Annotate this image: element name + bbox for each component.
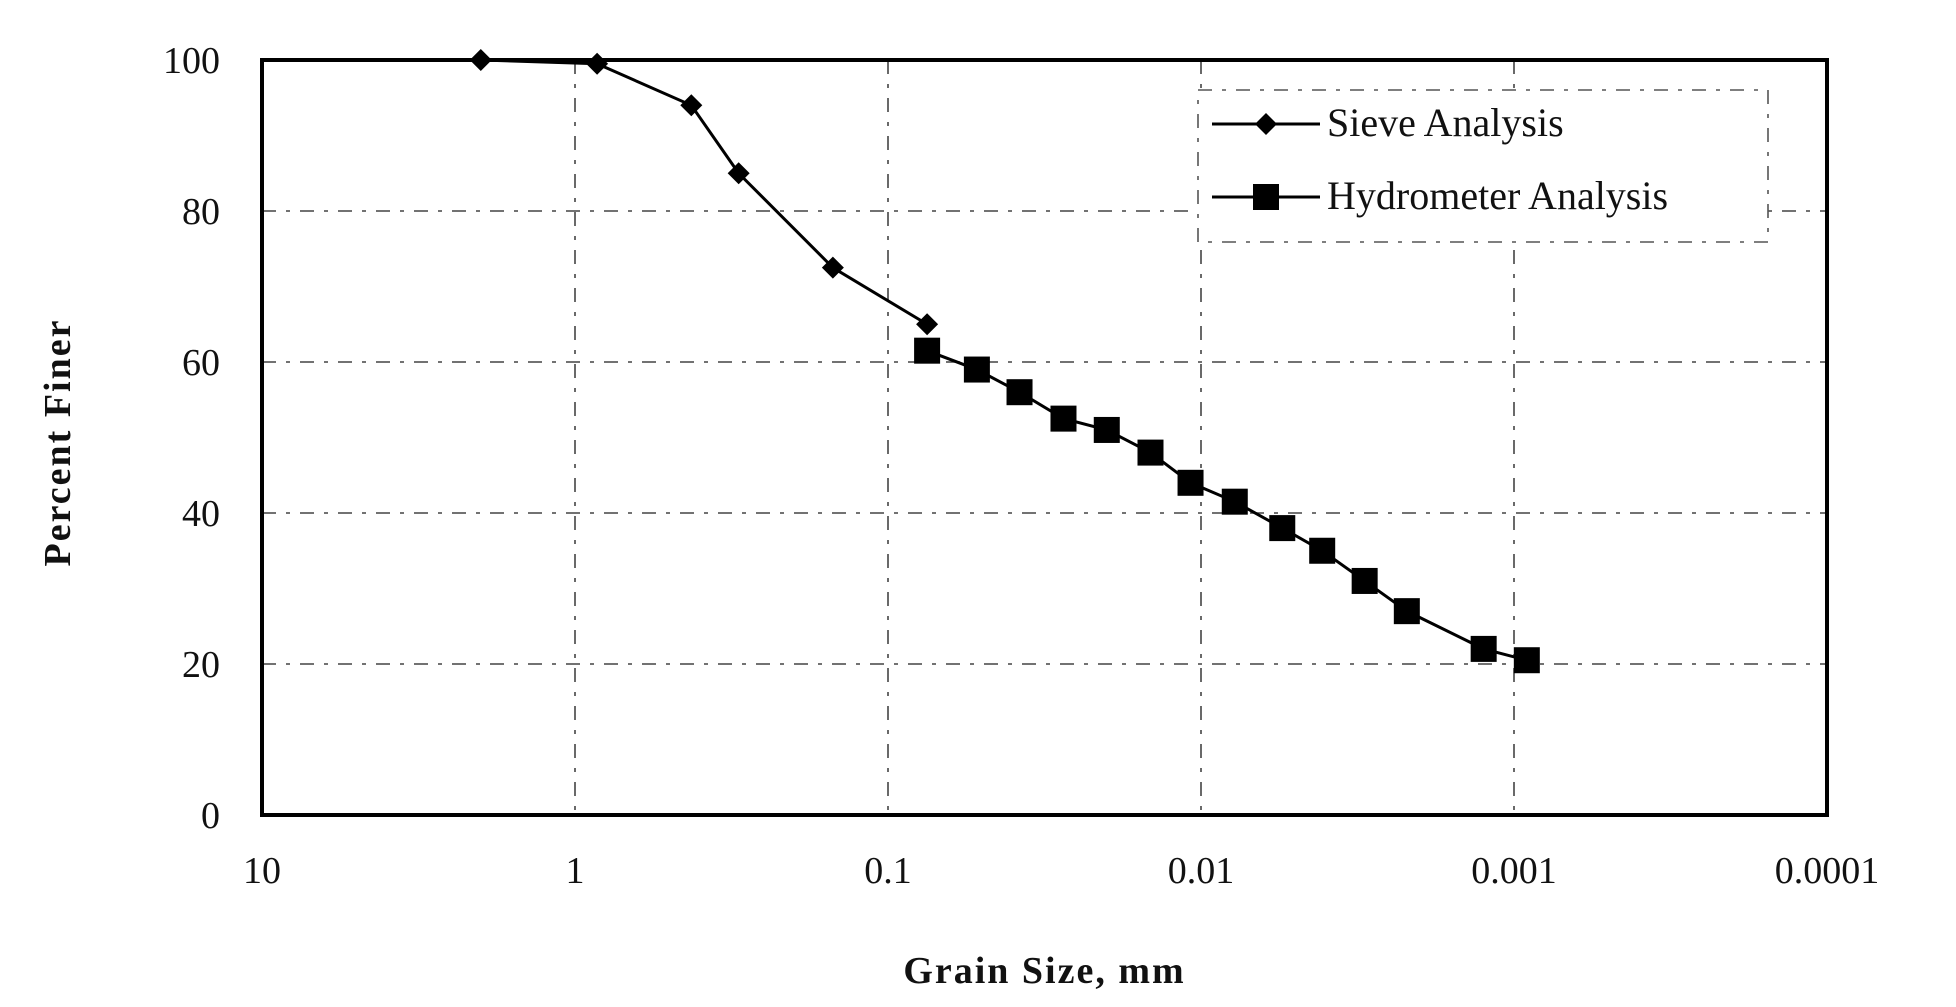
y-tick-label: 80 bbox=[182, 191, 220, 233]
y-tick-label: 100 bbox=[163, 40, 220, 82]
square-data-point bbox=[914, 337, 941, 364]
diamond-data-point bbox=[680, 94, 703, 117]
diamond-data-point bbox=[586, 52, 609, 75]
square-data-point bbox=[1093, 416, 1120, 443]
square-data-point bbox=[1050, 405, 1077, 432]
square-data-point bbox=[1221, 488, 1248, 515]
square-data-point bbox=[1393, 598, 1420, 625]
x-tick-label: 0.1 bbox=[864, 850, 912, 892]
y-tick-label: 60 bbox=[182, 342, 220, 384]
legend-item-sieve: Sieve Analysis bbox=[1212, 100, 1564, 145]
square-data-point bbox=[1470, 635, 1497, 662]
plot-area-frame bbox=[260, 58, 1829, 817]
diamond-data-point bbox=[727, 162, 750, 185]
y-axis-title: Percent Finer bbox=[37, 319, 79, 567]
diamond-data-point bbox=[821, 256, 844, 279]
y-tick-label: 40 bbox=[182, 493, 220, 535]
series-hydrometer bbox=[914, 337, 1540, 674]
x-tick-label: 1 bbox=[566, 850, 585, 892]
x-axis-title: Grain Size, mm bbox=[903, 950, 1185, 992]
legend: Sieve Analysis Hydrometer Analysis bbox=[1197, 89, 1769, 243]
x-tick-label: 0.001 bbox=[1471, 850, 1557, 892]
square-data-point bbox=[1177, 469, 1204, 496]
legend-marker-diamond bbox=[1255, 113, 1277, 135]
diamond-data-point bbox=[469, 49, 492, 71]
legend-label-sieve: Sieve Analysis bbox=[1327, 100, 1564, 145]
series-layer bbox=[469, 49, 1540, 674]
tick-label-layer: 0 20 40 60 80 100 10 1 0.1 0.01 0.001 0.0001 bbox=[163, 40, 1879, 892]
legend-label-hydrometer: Hydrometer Analysis bbox=[1327, 173, 1668, 218]
x-tick-label: 0.01 bbox=[1168, 850, 1235, 892]
legend-marker-square bbox=[1253, 184, 1279, 210]
square-data-point bbox=[963, 356, 990, 383]
square-data-point bbox=[1137, 439, 1164, 466]
square-data-point bbox=[1351, 567, 1378, 594]
y-tick-label: 20 bbox=[182, 644, 220, 686]
square-data-point bbox=[1309, 537, 1336, 564]
x-tick-label: 10 bbox=[243, 850, 281, 892]
x-tick-label: 0.0001 bbox=[1775, 850, 1880, 892]
legend-frame bbox=[1197, 89, 1769, 243]
series-sieve bbox=[469, 49, 939, 336]
square-data-point bbox=[1006, 379, 1033, 406]
legend-item-hydrometer: Hydrometer Analysis bbox=[1212, 173, 1668, 218]
diamond-data-point bbox=[916, 313, 939, 336]
y-tick-label: 0 bbox=[201, 795, 220, 837]
series-line bbox=[480, 58, 928, 326]
square-data-point bbox=[1513, 647, 1540, 674]
square-data-point bbox=[1269, 515, 1296, 542]
